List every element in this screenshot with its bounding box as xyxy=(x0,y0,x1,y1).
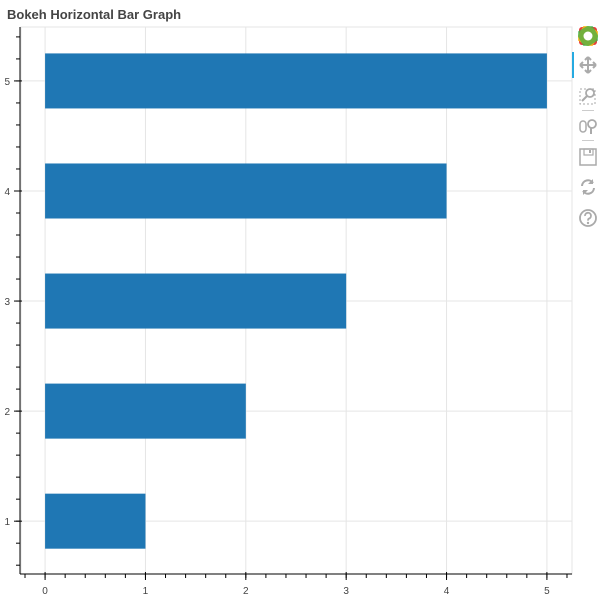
bar xyxy=(45,383,246,439)
reset-icon[interactable] xyxy=(578,177,598,197)
x-tick-label: 5 xyxy=(544,586,550,597)
y-tick-label: 5 xyxy=(4,77,10,88)
box-zoom-icon[interactable] xyxy=(578,86,598,106)
chart-title: Bokeh Horizontal Bar Graph xyxy=(7,7,182,22)
x-tick-label: 0 xyxy=(42,586,48,597)
y-tick-label: 2 xyxy=(4,407,10,418)
y-tick-label: 1 xyxy=(4,517,10,528)
x-tick-label: 2 xyxy=(243,586,249,597)
toolbar-divider xyxy=(582,140,594,141)
y-tick-label: 4 xyxy=(4,187,10,198)
bar xyxy=(45,163,447,219)
y-tick-label: 3 xyxy=(4,297,10,308)
bar xyxy=(45,53,547,109)
x-tick-label: 4 xyxy=(444,586,450,597)
pan-icon[interactable] xyxy=(578,55,598,75)
help-icon[interactable] xyxy=(578,208,598,228)
wheel-zoom-icon[interactable] xyxy=(578,116,598,136)
x-tick-label: 1 xyxy=(143,586,149,597)
bar xyxy=(45,493,146,549)
active-tool-indicator xyxy=(572,52,574,78)
save-icon[interactable] xyxy=(578,147,598,167)
toolbar-divider xyxy=(582,110,594,111)
bar xyxy=(45,273,347,329)
bokeh-logo-icon[interactable] xyxy=(578,26,598,46)
x-tick-label: 3 xyxy=(343,586,349,597)
